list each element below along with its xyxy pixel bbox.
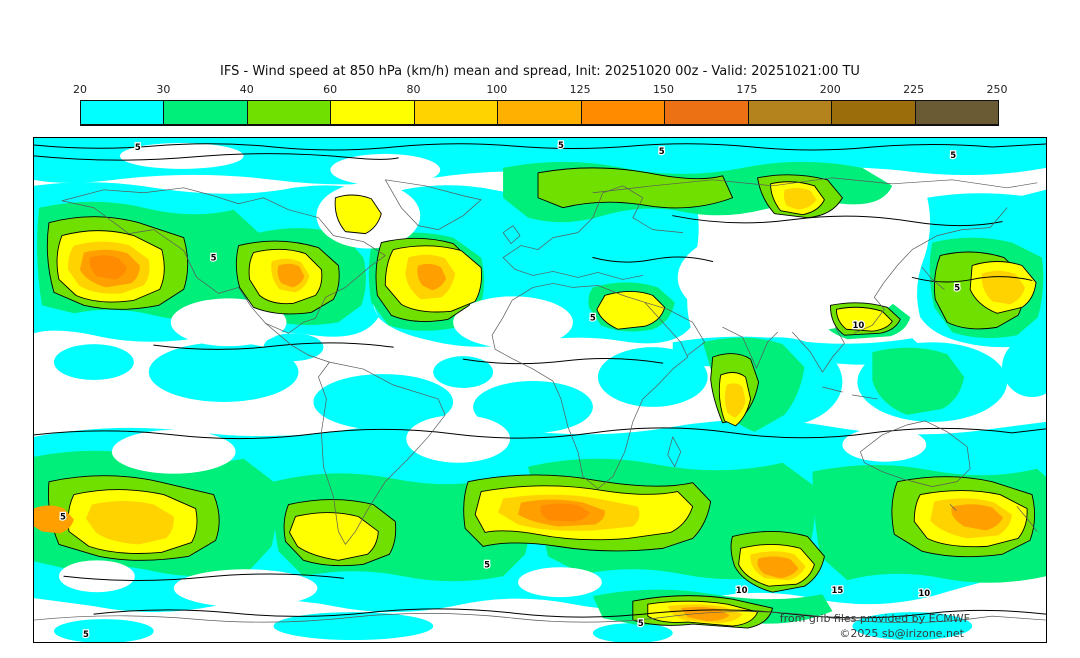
color-segment — [581, 101, 666, 124]
contour-label: 5 — [484, 559, 490, 569]
contour-label: 5 — [954, 282, 960, 292]
color-segment — [748, 101, 833, 124]
tick-label: 60 — [323, 83, 338, 96]
tick-label: 30 — [156, 83, 171, 96]
wind-fill-deep-orange-layer — [89, 255, 590, 522]
contour-label: 15 — [832, 585, 844, 595]
attribution-copyright: ©2025 sb@irizone.net — [839, 627, 964, 640]
attribution-source: from grib files provided by ECMWF — [779, 612, 970, 625]
contour-label: 5 — [60, 511, 66, 521]
contour-label: 5 — [83, 629, 89, 639]
tick-label: 150 — [653, 83, 675, 96]
tick-label: 20 — [73, 83, 87, 96]
tick-label: 40 — [239, 83, 254, 96]
world-wind-map: 5 5 5 5 5 5 10 5 5 5 10 15 10 5 5 from grib files prov… — [33, 137, 1047, 643]
color-segment — [498, 101, 582, 124]
contour-label: 5 — [659, 146, 665, 156]
contour-label: 5 — [558, 140, 564, 150]
color-segment — [164, 101, 248, 124]
colorbar-ticks: 20 30 40 60 80 100 125 150 175 200 225 250 — [73, 83, 1008, 97]
coastlines-layer — [34, 177, 1046, 623]
tick-label: 250 — [986, 83, 1008, 96]
contour-label: 10 — [852, 320, 864, 330]
tick-label: 200 — [819, 83, 841, 96]
contour-label: 5 — [211, 253, 217, 263]
contour-label: 5 — [950, 150, 956, 160]
color-segment — [81, 101, 165, 124]
color-segment — [414, 101, 499, 124]
map-canvas: 5 5 5 5 5 5 10 5 5 5 10 15 10 5 5 — [34, 138, 1046, 642]
spread-contour-lines — [34, 143, 1046, 619]
contour-labels-layer: 5 5 5 5 5 5 10 5 5 5 10 15 10 5 5 — [59, 139, 962, 640]
colorbar-gradient — [80, 100, 999, 126]
color-segment — [915, 101, 998, 124]
tick-label: 225 — [903, 83, 925, 96]
tick-label: 175 — [736, 83, 758, 96]
tick-label: 125 — [569, 83, 591, 96]
color-segment — [832, 101, 916, 124]
contour-label: 5 — [590, 312, 596, 322]
color-segment — [247, 101, 332, 124]
contour-label: 10 — [918, 588, 930, 598]
contour-label: 5 — [135, 142, 141, 152]
contour-label: 10 — [736, 585, 748, 595]
tick-label: 80 — [406, 83, 421, 96]
page-title: IFS - Wind speed at 850 hPa (km/h) mean … — [220, 64, 860, 79]
tick-label: 100 — [486, 83, 508, 96]
color-segment — [665, 101, 749, 124]
color-segment — [331, 101, 415, 124]
contour-label: 5 — [638, 618, 644, 628]
